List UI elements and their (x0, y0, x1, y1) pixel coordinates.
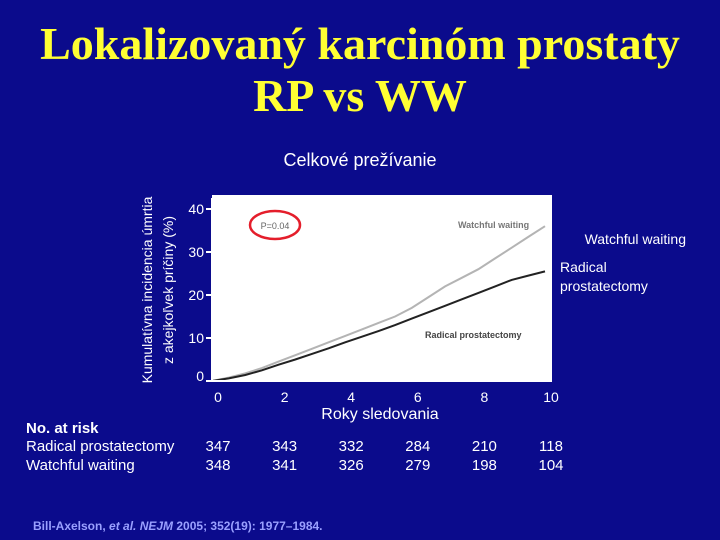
x-tick-label: 8 (481, 389, 489, 405)
pvalue-text: P=0.04 (261, 221, 290, 231)
risk-table-cell: 198 (471, 457, 497, 474)
risk-table-cell: 210 (471, 438, 497, 455)
risk-table-cell: 104 (538, 457, 564, 474)
legend-radical-line1: Radical (560, 259, 607, 275)
series-line-watchful-waiting (211, 225, 546, 382)
legend-radical-line2: prostatectomy (560, 278, 648, 294)
pvalue-highlight (248, 209, 302, 241)
citation: Bill-Axelson, et al. NEJM 2005; 352(19):… (33, 519, 323, 533)
risk-table-cell: 326 (338, 457, 364, 474)
citation-journal: et al. NEJM (109, 519, 174, 533)
inset-label-watchful: Watchful waiting (458, 220, 529, 230)
risk-table-cell: 341 (272, 457, 298, 474)
x-tick-label: 2 (281, 389, 289, 405)
y-tick-label: 10 (188, 330, 204, 346)
risk-table-cell: 348 (205, 457, 231, 474)
risk-table-cell: 284 (405, 438, 431, 455)
risk-table-cell: 118 (539, 438, 563, 455)
risk-table-cell: 343 (272, 438, 298, 455)
slide-title-line2: RP vs WW (253, 70, 467, 121)
chart-title: Celkové prežívanie (283, 150, 437, 170)
risk-table-cell: 332 (338, 438, 364, 455)
x-tick-label: 6 (414, 389, 422, 405)
series-line-radical-prostatectomy (211, 270, 546, 382)
x-tick-label: 10 (543, 389, 559, 405)
risk-row-label-watchful: Watchful waiting (26, 457, 135, 474)
legend-watchful: Watchful waiting (585, 231, 686, 247)
risk-table-cell: 279 (405, 457, 431, 474)
risk-table-header: No. at risk (26, 420, 99, 437)
slide-title-line1: Lokalizovaný karcinóm prostaty (40, 18, 680, 69)
inset-label-radical: Radical prostatectomy (425, 330, 522, 340)
x-axis-label: Roky sledovania (321, 406, 439, 423)
y-tick-label: 40 (188, 201, 204, 217)
y-tick-label: 30 (188, 244, 204, 260)
citation-authors: Bill-Axelson, (33, 519, 110, 533)
y-tick-label: 0 (196, 368, 204, 384)
risk-row-label-radical: Radical prostatectomy (26, 438, 175, 455)
x-tick-label: 4 (347, 389, 355, 405)
risk-table-cell: 347 (205, 438, 231, 455)
plot-panel (212, 195, 552, 381)
citation-details: 2005; 352(19): 1977–1984. (173, 519, 323, 533)
x-tick-label: 0 (214, 389, 222, 405)
y-tick-label: 20 (188, 287, 204, 303)
